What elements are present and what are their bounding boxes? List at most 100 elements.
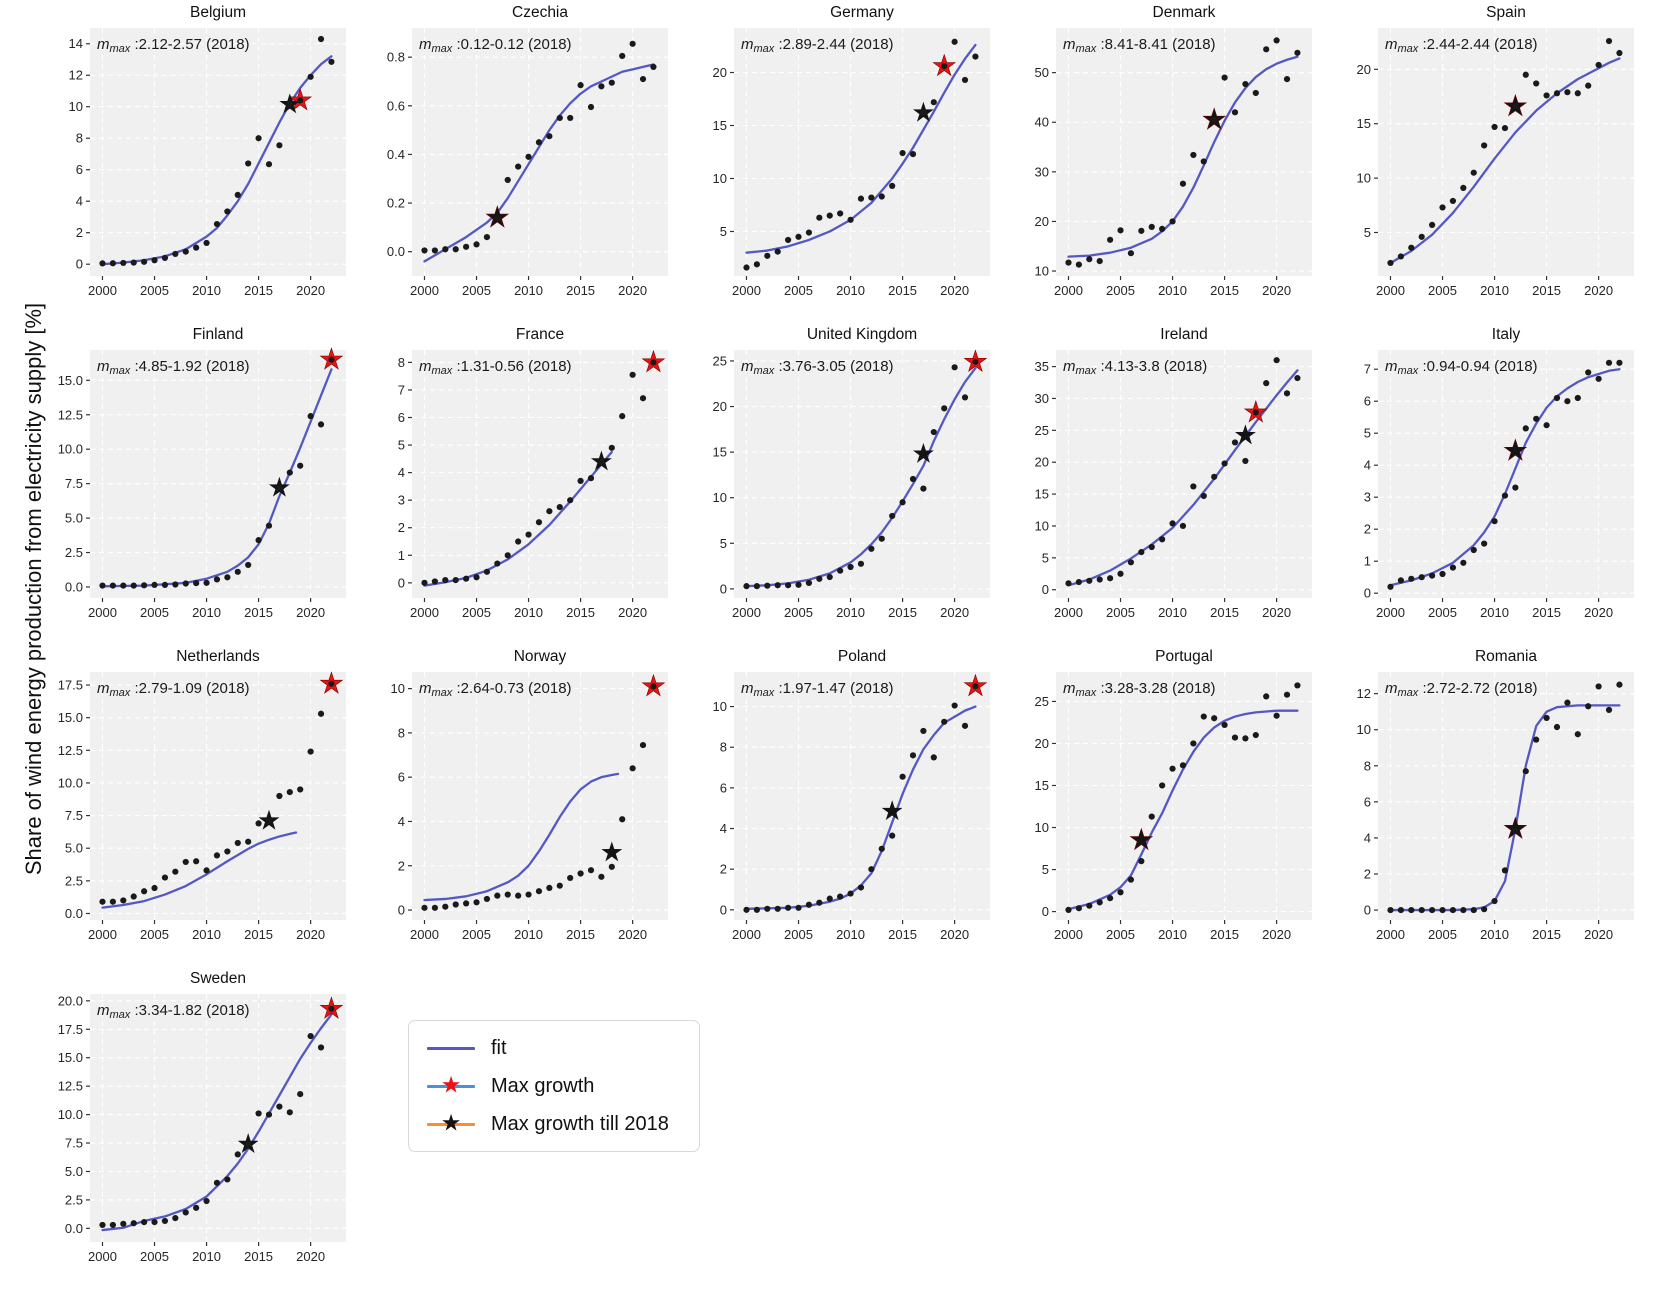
svg-text:2000: 2000	[732, 927, 761, 942]
m-max-annotation: mmax :0.12-0.12 (2018)	[419, 36, 572, 55]
svg-text:7.5: 7.5	[65, 808, 83, 823]
svg-text:2005: 2005	[1106, 605, 1135, 620]
subplot-cell-united-kingdom: United Kingdom 2000 2005 2010 2015 2020 0 5 10 15…	[690, 322, 1012, 644]
svg-text:2010: 2010	[192, 927, 221, 942]
svg-text:2015: 2015	[1532, 283, 1561, 298]
svg-text:20: 20	[1035, 214, 1049, 229]
plot-background	[1056, 350, 1312, 598]
svg-text:10: 10	[1357, 722, 1371, 737]
svg-text:0.0: 0.0	[387, 244, 405, 259]
svg-text:20: 20	[1357, 62, 1371, 77]
svg-text:2000: 2000	[1376, 605, 1405, 620]
m-max-annotation: mmax :2.44-2.44 (2018)	[1385, 36, 1538, 55]
svg-text:2: 2	[1364, 522, 1371, 537]
svg-text:0: 0	[720, 902, 727, 917]
svg-text:2000: 2000	[1054, 927, 1083, 942]
svg-text:40: 40	[1035, 115, 1049, 130]
svg-text:20: 20	[713, 399, 727, 414]
svg-text:6: 6	[398, 770, 405, 785]
subplot-italy: Italy 2000 2005 2010 2015 2020 0 1 2 3 4 5 6 7 mmax :0…	[1364, 326, 1634, 620]
svg-text:2000: 2000	[88, 927, 117, 942]
svg-text:10: 10	[1035, 820, 1049, 835]
svg-text:0: 0	[1042, 904, 1049, 919]
axis-ticks: 2000 2005 2010 2015 2020 0 5 10 15 20 25	[713, 353, 970, 620]
plot-background	[412, 672, 668, 920]
svg-text:0: 0	[398, 903, 405, 918]
legend-label-max-growth: Max growth	[491, 1074, 595, 1097]
fit-line	[423, 450, 613, 587]
svg-text:15.0: 15.0	[58, 710, 83, 725]
svg-text:2000: 2000	[732, 283, 761, 298]
svg-text:2020: 2020	[618, 605, 647, 620]
svg-text:7.5: 7.5	[65, 1136, 83, 1151]
subplot-title: Belgium	[190, 4, 246, 21]
svg-text:2.5: 2.5	[65, 1192, 83, 1207]
svg-text:15.0: 15.0	[58, 1050, 83, 1065]
subplot-portugal: Portugal 2000 2005 2010 2015 2020 0 5 10 15 20 25 mm…	[1035, 648, 1312, 942]
plot-background	[412, 28, 668, 276]
svg-text:2015: 2015	[888, 283, 917, 298]
svg-text:2015: 2015	[244, 605, 273, 620]
axis-ticks: 2000 2005 2010 2015 2020 0 5 10 15 20 25	[1035, 694, 1292, 942]
subplot-title: Sweden	[190, 970, 246, 987]
axis-ticks: 2000 2005 2010 2015 2020 0 5 10 15 20 25 30 35	[1035, 359, 1292, 620]
svg-text:20: 20	[1035, 736, 1049, 751]
svg-text:2005: 2005	[140, 283, 169, 298]
svg-text:12: 12	[1357, 686, 1371, 701]
svg-text:2015: 2015	[566, 927, 595, 942]
svg-text:15: 15	[713, 445, 727, 460]
subplot-title: Germany	[830, 4, 894, 21]
fit-line	[423, 63, 655, 263]
svg-text:12.5: 12.5	[58, 407, 83, 422]
subplot-title: Portugal	[1155, 648, 1213, 665]
legend-item-max-growth: ★ Max growth	[427, 1071, 681, 1101]
svg-text:2020: 2020	[296, 927, 325, 942]
svg-text:10: 10	[391, 681, 405, 696]
svg-text:4: 4	[398, 465, 405, 480]
subplot-title: Spain	[1486, 4, 1526, 21]
m-max-annotation: mmax :2.79-1.09 (2018)	[97, 680, 250, 699]
m-max-annotation: mmax :3.34-1.82 (2018)	[97, 1002, 250, 1021]
subplot-title: Netherlands	[176, 648, 260, 665]
plot-background	[90, 350, 346, 598]
svg-text:8: 8	[398, 355, 405, 370]
svg-text:10.0: 10.0	[58, 442, 83, 457]
svg-text:2020: 2020	[296, 605, 325, 620]
svg-text:15: 15	[1035, 778, 1049, 793]
svg-text:20: 20	[713, 65, 727, 80]
svg-text:2005: 2005	[462, 605, 491, 620]
max-growth-till-2018-star	[601, 841, 623, 862]
subplot-title: Finland	[193, 326, 244, 343]
gridlines	[90, 350, 346, 598]
svg-text:0: 0	[1364, 586, 1371, 601]
legend-item-max-growth-till-2018: ★ Max growth till 2018	[427, 1109, 681, 1139]
y-axis-label: Share of wind energy production from ele…	[21, 302, 46, 876]
svg-text:2000: 2000	[732, 605, 761, 620]
plot-background	[1378, 350, 1634, 598]
fit-line	[101, 831, 298, 909]
axis-ticks: 2000 2005 2010 2015 2020 0 2 4 6 8 10	[391, 681, 648, 942]
svg-text:2005: 2005	[140, 927, 169, 942]
svg-text:0.0: 0.0	[65, 1221, 83, 1236]
max-growth-line-swatch	[427, 1084, 475, 1088]
scatter-points	[99, 356, 335, 589]
subplot-cell-belgium: Belgium 2000 2005 2010 2015 2020 0 2 4 6 8 10 12 14 mm…	[46, 0, 368, 322]
subplot-title: France	[516, 326, 564, 343]
svg-text:2020: 2020	[1584, 283, 1613, 298]
subplot-cell-portugal: Portugal 2000 2005 2010 2015 2020 0 5 10 15 20 25 mm…	[1012, 644, 1334, 966]
svg-text:10: 10	[1035, 518, 1049, 533]
svg-text:2000: 2000	[88, 283, 117, 298]
svg-text:25: 25	[1035, 423, 1049, 438]
svg-text:2005: 2005	[1428, 927, 1457, 942]
scatter-points	[743, 38, 979, 271]
scatter-points	[1065, 357, 1301, 587]
scatter-points	[1387, 37, 1623, 267]
max-growth-till-2018-star	[912, 442, 934, 463]
fit-line	[1067, 55, 1299, 258]
subplot-germany: Germany 2000 2005 2010 2015 2020 5 10 15 20 mmax :…	[713, 4, 990, 298]
svg-text:2000: 2000	[88, 605, 117, 620]
gridlines	[412, 672, 668, 920]
svg-text:2: 2	[720, 862, 727, 877]
subplot-cell-spain: Spain 2000 2005 2010 2015 2020 5 10 15 20 mmax :2.…	[1334, 0, 1656, 322]
